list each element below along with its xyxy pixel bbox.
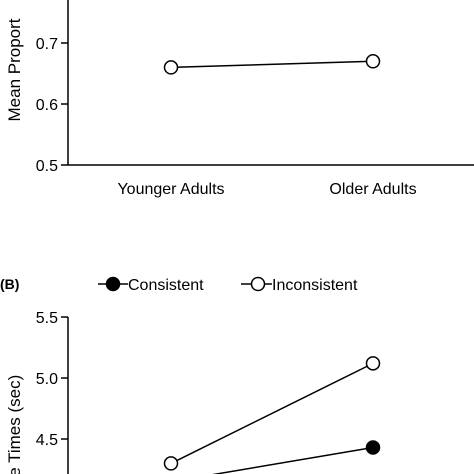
panel-a-x-tick-label-older: Older Adults [329,181,416,198]
panel-b: (B) Consistent Inconsistent se Times (se… [0,276,381,474]
panel-b-series-1-point-1 [365,356,381,371]
legend-inconsistent-marker [250,276,266,292]
panel-b-label: (B) [0,276,19,292]
panel-b-y-tick-label-2: 5.5 [36,310,58,327]
panel-a-y-tick-label-2: 0.7 [36,36,58,53]
panel-a-series-0-point-1 [365,54,381,69]
legend-consistent-label: Consistent [128,277,204,294]
legend-inconsistent-label: Inconsistent [272,277,358,294]
panel-b-series-0-point-1 [365,440,381,455]
panel-b-series-0-line [212,446,374,474]
panel-a-series-0-line [170,60,374,69]
panel-b-y-axis-label: se Times (sec) [5,375,24,474]
panel-a-y-axis-label: Mean Proport [5,18,24,121]
panel-b-series-1-point-0 [163,456,179,471]
panel-b-y-tick-label-1: 5.0 [36,371,58,388]
legend-consistent-marker [105,276,121,292]
panel-a-x-tick-label-younger: Younger Adults [117,181,224,198]
panel-b-y-tick-label-0: 4.5 [36,432,58,449]
panel-b-series-1-line [170,362,374,465]
panel-a-y-tick-label-0: 0.5 [36,158,58,175]
panel-a-y-tick-label-1: 0.6 [36,97,58,114]
legend: Consistent Inconsistent [98,276,358,294]
panel-a: Mean Proport 0.5 0.6 0.7 Younger Adults Ol… [5,0,474,198]
panel-a-series-0-point-0 [163,60,179,75]
